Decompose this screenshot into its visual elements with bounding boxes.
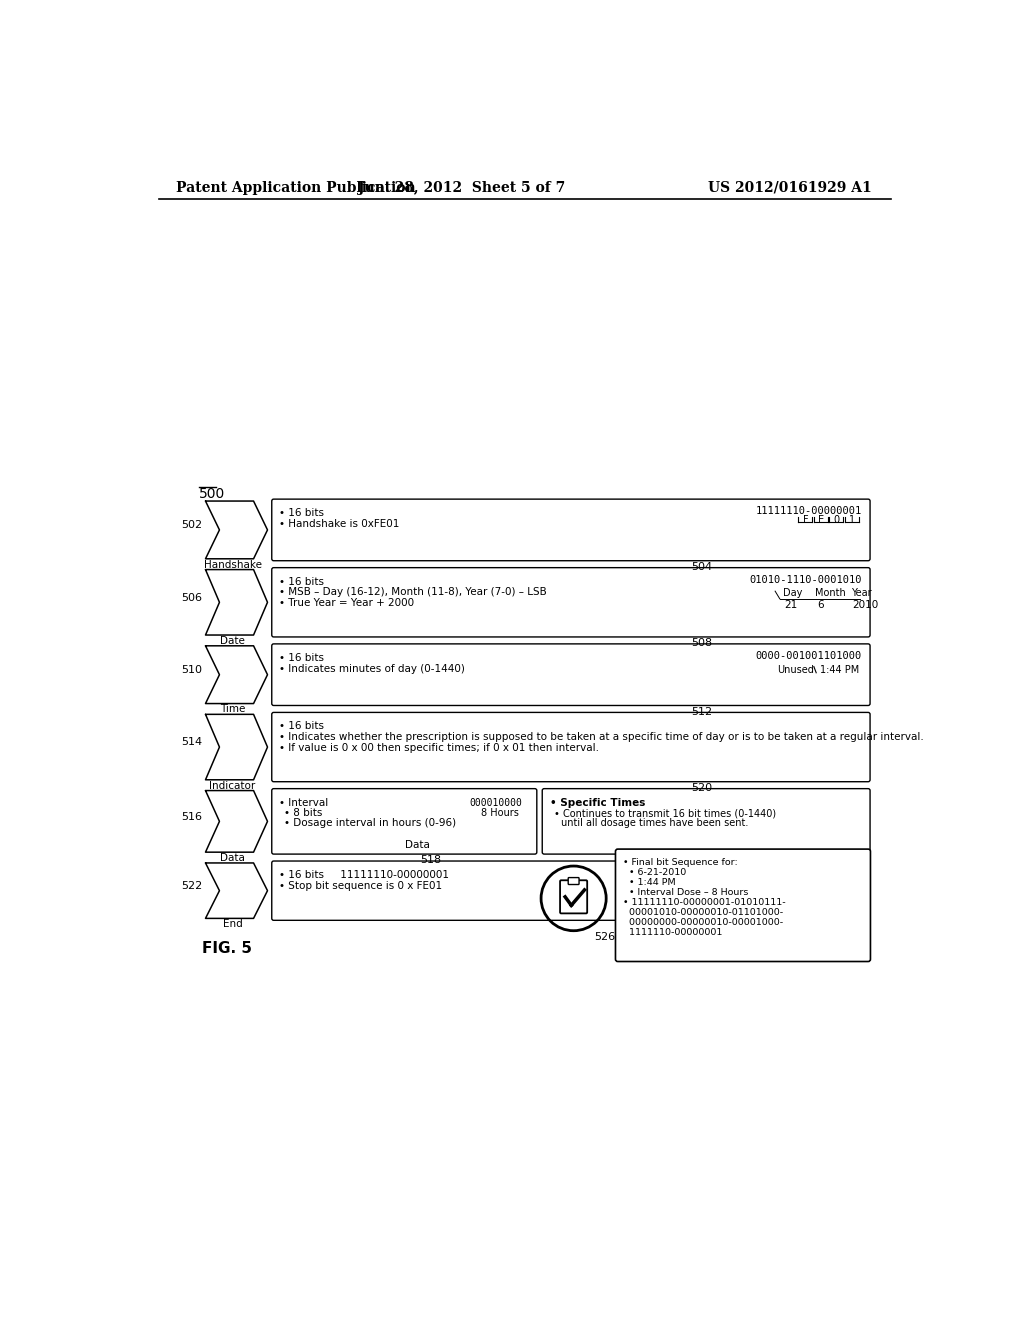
Text: Data: Data bbox=[220, 853, 245, 863]
Text: • Indicates whether the prescription is supposed to be taken at a specific time : • Indicates whether the prescription is … bbox=[280, 733, 924, 742]
Text: 506: 506 bbox=[181, 593, 203, 603]
Text: 1111110-00000001: 1111110-00000001 bbox=[624, 928, 723, 937]
Text: 00001010-00000010-01101000-: 00001010-00000010-01101000- bbox=[624, 908, 783, 916]
Text: Month: Month bbox=[815, 589, 846, 598]
Text: • 16 bits: • 16 bits bbox=[280, 508, 325, 517]
Text: 1:44 PM: 1:44 PM bbox=[820, 665, 859, 675]
FancyBboxPatch shape bbox=[271, 713, 870, 781]
Text: • Specific Times: • Specific Times bbox=[550, 797, 645, 808]
Text: 508: 508 bbox=[691, 638, 713, 648]
Text: 522: 522 bbox=[181, 880, 203, 891]
FancyBboxPatch shape bbox=[560, 880, 587, 913]
Text: • 16 bits     11111110-00000001: • 16 bits 11111110-00000001 bbox=[280, 870, 450, 880]
Text: Patent Application Publication: Patent Application Publication bbox=[176, 181, 416, 194]
FancyBboxPatch shape bbox=[271, 644, 870, 705]
Text: 512: 512 bbox=[691, 706, 713, 717]
FancyBboxPatch shape bbox=[271, 568, 870, 638]
FancyBboxPatch shape bbox=[568, 878, 579, 884]
FancyBboxPatch shape bbox=[543, 788, 870, 854]
FancyBboxPatch shape bbox=[615, 849, 870, 961]
Text: Time: Time bbox=[220, 705, 246, 714]
Text: End: End bbox=[223, 919, 243, 929]
Text: Day: Day bbox=[783, 589, 802, 598]
FancyBboxPatch shape bbox=[271, 788, 537, 854]
Text: Jun. 28, 2012  Sheet 5 of 7: Jun. 28, 2012 Sheet 5 of 7 bbox=[357, 181, 565, 194]
FancyBboxPatch shape bbox=[271, 861, 870, 920]
Text: 1: 1 bbox=[849, 515, 855, 524]
Text: 11111110-00000001: 11111110-00000001 bbox=[756, 507, 862, 516]
Text: • True Year = Year + 2000: • True Year = Year + 2000 bbox=[280, 598, 415, 609]
Text: F: F bbox=[803, 515, 808, 524]
Text: US 2012/0161929 A1: US 2012/0161929 A1 bbox=[709, 181, 872, 194]
Text: 00000000-00000010-00001000-: 00000000-00000010-00001000- bbox=[624, 917, 783, 927]
Text: • Interval Dose – 8 Hours: • Interval Dose – 8 Hours bbox=[624, 887, 749, 896]
Text: • Indicates minutes of day (0-1440): • Indicates minutes of day (0-1440) bbox=[280, 664, 465, 673]
Text: 504: 504 bbox=[691, 562, 713, 572]
Text: • 16 bits: • 16 bits bbox=[280, 577, 325, 586]
Text: 8 Hours: 8 Hours bbox=[481, 808, 519, 817]
Text: Indicator: Indicator bbox=[210, 780, 256, 791]
Text: • Handshake is 0xFE01: • Handshake is 0xFE01 bbox=[280, 519, 399, 529]
Text: 500: 500 bbox=[200, 487, 225, 502]
Text: • If value is 0 x 00 then specific times; if 0 x 01 then interval.: • If value is 0 x 00 then specific times… bbox=[280, 743, 599, 752]
Text: • Stop bit sequence is 0 x FE01: • Stop bit sequence is 0 x FE01 bbox=[280, 880, 442, 891]
Text: Date: Date bbox=[220, 636, 245, 645]
Text: until all dosage times have been sent.: until all dosage times have been sent. bbox=[561, 817, 749, 828]
Text: • 16 bits: • 16 bits bbox=[280, 653, 325, 663]
Text: • Final bit Sequence for:: • Final bit Sequence for: bbox=[624, 858, 738, 866]
Text: • Continues to transmit 16 bit times (0-1440): • Continues to transmit 16 bit times (0-… bbox=[554, 808, 776, 818]
Text: • Dosage interval in hours (0-96): • Dosage interval in hours (0-96) bbox=[284, 817, 456, 828]
Text: 000010000: 000010000 bbox=[470, 797, 522, 808]
Text: 510: 510 bbox=[181, 665, 203, 675]
Text: 502: 502 bbox=[181, 520, 203, 531]
Text: • 1:44 PM: • 1:44 PM bbox=[624, 878, 676, 887]
Text: 0: 0 bbox=[834, 515, 840, 524]
Text: E: E bbox=[818, 515, 824, 524]
Text: Unused: Unused bbox=[776, 665, 813, 675]
Text: 520: 520 bbox=[691, 783, 713, 793]
Text: FIG. 5: FIG. 5 bbox=[202, 941, 252, 957]
Text: 516: 516 bbox=[181, 812, 203, 822]
Text: Handshake: Handshake bbox=[204, 560, 261, 569]
Text: 518: 518 bbox=[420, 855, 441, 865]
Text: 524: 524 bbox=[691, 921, 713, 932]
Text: Year: Year bbox=[851, 589, 871, 598]
Text: • MSB – Day (16-12), Month (11-8), Year (7-0) – LSB: • MSB – Day (16-12), Month (11-8), Year … bbox=[280, 587, 547, 597]
Text: • Interval: • Interval bbox=[280, 797, 329, 808]
Text: 0000-001001101000: 0000-001001101000 bbox=[756, 651, 862, 661]
Text: 526: 526 bbox=[594, 932, 615, 942]
Text: • 11111110-00000001-01010111-: • 11111110-00000001-01010111- bbox=[624, 898, 785, 907]
Text: 01010-1110-0001010: 01010-1110-0001010 bbox=[750, 576, 862, 585]
FancyBboxPatch shape bbox=[271, 499, 870, 561]
Text: 514: 514 bbox=[181, 738, 203, 747]
Text: Data: Data bbox=[404, 840, 430, 850]
Text: 2010: 2010 bbox=[853, 601, 879, 610]
Text: • 8 bits: • 8 bits bbox=[284, 808, 323, 817]
Text: 6: 6 bbox=[817, 601, 823, 610]
Text: • 6-21-2010: • 6-21-2010 bbox=[624, 867, 686, 876]
Text: • 16 bits: • 16 bits bbox=[280, 721, 325, 731]
Text: 21: 21 bbox=[784, 601, 798, 610]
